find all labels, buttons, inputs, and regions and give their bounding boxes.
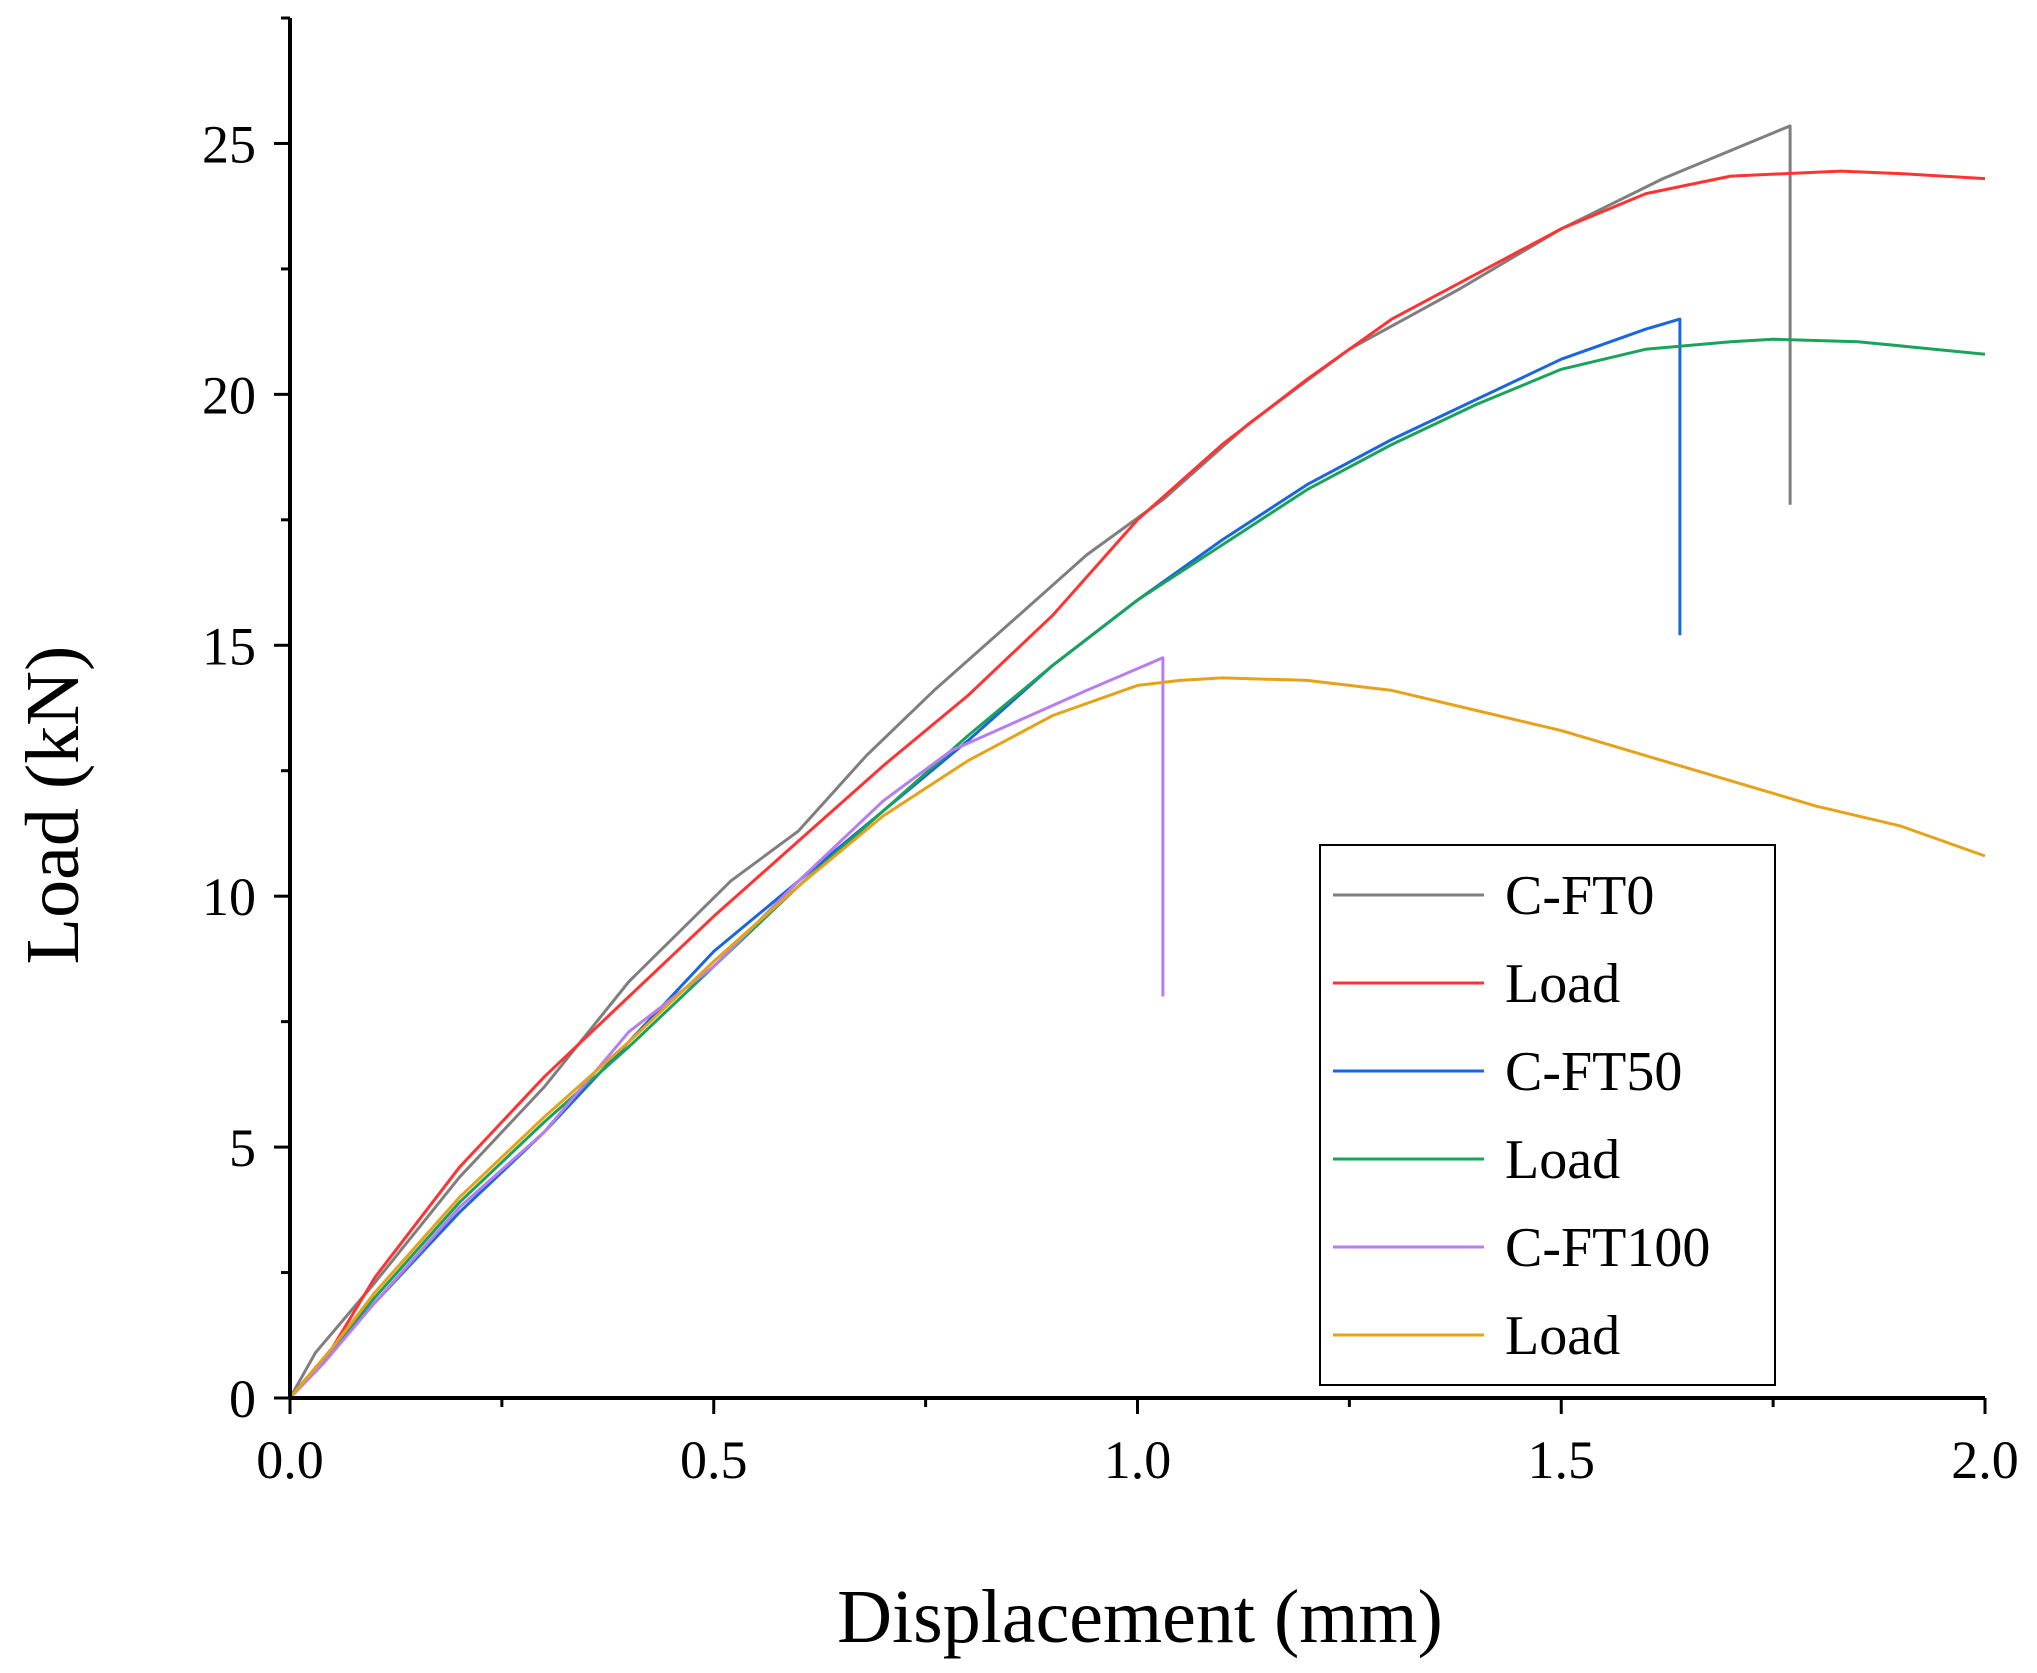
series-line-6 (288, 676, 1986, 1399)
x-tick-label: 0.0 (256, 1430, 324, 1490)
legend: C-FT0 Load C-FT50 Load C-FT100 Load (1319, 844, 1776, 1386)
series-layer (288, 124, 1986, 1400)
x-axis-title: Displacement (mm) (837, 1575, 1443, 1659)
legend-label: Load (1505, 953, 1620, 1015)
x-tick-label: 1.0 (1104, 1430, 1172, 1490)
legend-label: Load (1505, 1129, 1620, 1191)
series-line-4 (288, 337, 1986, 1399)
x-tick-label: 1.5 (1528, 1430, 1596, 1490)
legend-label: Load (1505, 1305, 1620, 1367)
legend-label: C-FT0 (1505, 865, 1654, 927)
legend-items: C-FT0 Load C-FT50 Load C-FT100 Load (1333, 865, 1710, 1367)
x-tick-label: 0.5 (680, 1430, 748, 1490)
y-tick-label: 5 (229, 1118, 256, 1178)
legend-box (1319, 844, 1776, 1386)
x-tick-label: 2.0 (1951, 1430, 2019, 1490)
y-tick-label: 15 (202, 616, 256, 676)
series-line-2 (288, 169, 1986, 1399)
y-tick-label: 25 (202, 114, 256, 174)
y-axis-title: Load (kN) (11, 646, 95, 965)
series-line-3 (288, 317, 1682, 1399)
ticks-layer: 0.0 0.5 1.0 1.5 2.0 0 5 10 15 20 25 (202, 16, 2019, 1490)
series-line-5 (288, 656, 1165, 1400)
legend-label: C-FT100 (1505, 1217, 1710, 1279)
y-tick-label: 0 (229, 1369, 256, 1429)
y-tick-label: 20 (202, 365, 256, 425)
y-tick-label: 10 (202, 867, 256, 927)
legend-label: C-FT50 (1505, 1041, 1682, 1103)
